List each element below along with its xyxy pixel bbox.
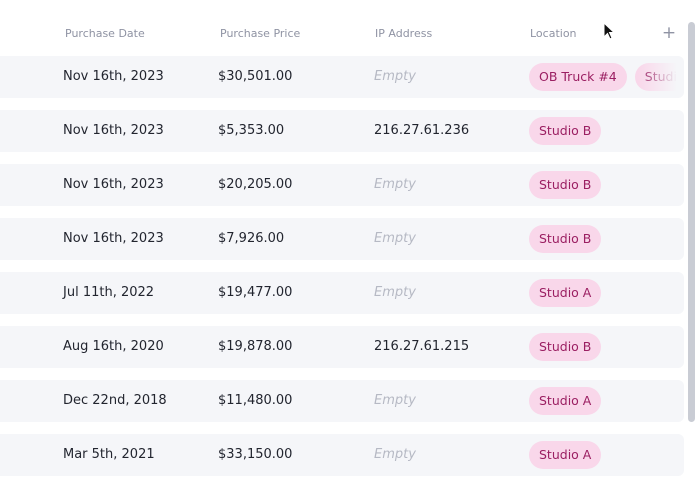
- location-tag[interactable]: Studio B: [634, 63, 684, 91]
- location-cell[interactable]: Studio B: [529, 171, 684, 199]
- column-header-location[interactable]: Location: [530, 27, 577, 40]
- purchase-date-cell[interactable]: Aug 16th, 2020: [63, 339, 164, 354]
- location-tag[interactable]: Studio B: [529, 333, 602, 361]
- purchase-price-cell[interactable]: $20,205.00: [218, 177, 293, 192]
- purchase-date-cell[interactable]: Nov 16th, 2023: [63, 177, 164, 192]
- purchase-date-cell[interactable]: Mar 5th, 2021: [63, 447, 155, 462]
- table-row[interactable]: Jul 11th, 2022 $19,477.00 Empty Studio A: [0, 272, 684, 314]
- location-cell[interactable]: Studio A: [529, 441, 684, 469]
- purchase-date-cell[interactable]: Jul 11th, 2022: [63, 285, 155, 300]
- location-tag[interactable]: Studio A: [529, 441, 602, 469]
- location-tag[interactable]: Studio B: [529, 117, 602, 145]
- add-column-icon[interactable]: +: [661, 23, 677, 43]
- purchase-date-cell[interactable]: Nov 16th, 2023: [63, 123, 164, 138]
- location-cell[interactable]: Studio B: [529, 225, 684, 253]
- purchase-price-cell[interactable]: $19,878.00: [218, 339, 293, 354]
- location-tag[interactable]: Studio B: [529, 171, 602, 199]
- location-cell[interactable]: Studio A: [529, 279, 684, 307]
- table-row[interactable]: Nov 16th, 2023 $20,205.00 Empty Studio B: [0, 164, 684, 206]
- table-header: Purchase Date Purchase Price IP Address …: [0, 0, 688, 50]
- purchase-date-cell[interactable]: Dec 22nd, 2018: [63, 393, 167, 408]
- ip-address-cell[interactable]: 216.27.61.236: [374, 123, 470, 138]
- ip-address-cell-empty[interactable]: Empty: [374, 393, 416, 408]
- column-header-purchase-price[interactable]: Purchase Price: [220, 27, 301, 40]
- purchase-price-cell[interactable]: $19,477.00: [218, 285, 293, 300]
- ip-address-cell-empty[interactable]: Empty: [374, 177, 416, 192]
- location-tag[interactable]: Studio B: [529, 225, 602, 253]
- mouse-cursor-icon: [603, 22, 615, 40]
- ip-address-cell-empty[interactable]: Empty: [374, 447, 416, 462]
- column-header-ip-address[interactable]: IP Address: [375, 27, 433, 40]
- table-row[interactable]: Nov 16th, 2023 $5,353.00 216.27.61.236 Stud…: [0, 110, 684, 152]
- table-row[interactable]: Mar 5th, 2021 $33,150.00 Empty Studio A: [0, 434, 684, 476]
- purchase-price-cell[interactable]: $11,480.00: [218, 393, 293, 408]
- purchase-price-cell[interactable]: $33,150.00: [218, 447, 293, 462]
- location-cell[interactable]: Studio B: [529, 333, 684, 361]
- ip-address-cell-empty[interactable]: Empty: [374, 231, 416, 246]
- location-tag[interactable]: Studio A: [529, 279, 602, 307]
- purchase-price-cell[interactable]: $5,353.00: [218, 123, 285, 138]
- ip-address-cell-empty[interactable]: Empty: [374, 285, 416, 300]
- location-tag[interactable]: Studio A: [529, 387, 602, 415]
- table-row[interactable]: Nov 16th, 2023 $7,926.00 Empty Studio B: [0, 218, 684, 260]
- table-row[interactable]: Dec 22nd, 2018 $11,480.00 Empty Studio A: [0, 380, 684, 422]
- ip-address-cell-empty[interactable]: Empty: [374, 69, 416, 84]
- location-tag[interactable]: OB Truck #4: [529, 63, 627, 91]
- location-cell[interactable]: Studio B: [529, 117, 684, 145]
- column-header-purchase-date[interactable]: Purchase Date: [65, 27, 145, 40]
- purchase-price-cell[interactable]: $30,501.00: [218, 69, 293, 84]
- vertical-scrollbar[interactable]: [688, 22, 695, 422]
- purchase-date-cell[interactable]: Nov 16th, 2023: [63, 69, 164, 84]
- ip-address-cell[interactable]: 216.27.61.215: [374, 339, 470, 354]
- purchase-price-cell[interactable]: $7,926.00: [218, 231, 285, 246]
- table-row[interactable]: Aug 16th, 2020 $19,878.00 216.27.61.215 Stu…: [0, 326, 684, 368]
- purchase-date-cell[interactable]: Nov 16th, 2023: [63, 231, 164, 246]
- table-row[interactable]: Nov 16th, 2023 $30,501.00 Empty OB Truck #4…: [0, 56, 684, 98]
- location-cell[interactable]: Studio A: [529, 387, 684, 415]
